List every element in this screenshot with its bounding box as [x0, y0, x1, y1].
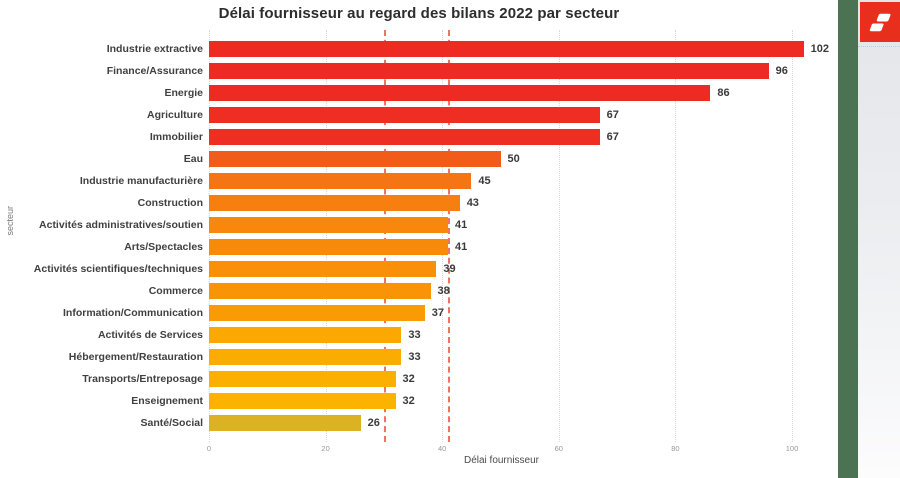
category-label: Immobilier	[149, 131, 203, 143]
bar-row: Arts/Spectacles 41	[0, 236, 838, 258]
bar-row: Industrie extractive 102	[0, 38, 838, 60]
value-label: 43	[466, 197, 479, 209]
side-panel	[858, 0, 900, 478]
bar	[209, 85, 711, 101]
gridline	[675, 30, 677, 442]
bar-row: Transports/Entreposage 32	[0, 368, 838, 390]
bar	[209, 371, 396, 387]
bar	[209, 283, 431, 299]
panel-dotted-divider	[858, 46, 900, 47]
bar-row: Industrie manufacturière 45	[0, 170, 838, 192]
reference-line	[383, 30, 386, 442]
value-label: 41	[455, 219, 468, 231]
bar	[209, 195, 460, 211]
bar	[209, 239, 449, 255]
bar	[209, 305, 425, 321]
value-label: 32	[402, 373, 415, 385]
category-label: Information/Communication	[63, 307, 203, 319]
value-label: 86	[717, 87, 730, 99]
bar-row: Information/Communication 37	[0, 302, 838, 324]
bar-row: Activités de Services 33	[0, 324, 838, 346]
bar-rows: Industrie extractive 102 Finance/Assurance…	[0, 38, 838, 434]
bar-row: Immobilier 67	[0, 126, 838, 148]
category-label: Energie	[164, 87, 203, 99]
bar-row: Eau 50	[0, 148, 838, 170]
value-label: 33	[408, 351, 421, 363]
category-label: Commerce	[148, 285, 203, 297]
value-label: 45	[478, 175, 491, 187]
x-tick-label: 80	[671, 444, 680, 453]
bar	[209, 327, 402, 343]
category-label: Activités scientifiques/techniques	[33, 263, 203, 275]
bar	[209, 217, 449, 233]
gridline	[792, 30, 793, 442]
bar-row: Santé/Social 26	[0, 412, 838, 434]
bar	[209, 349, 402, 365]
category-label: Industrie manufacturière	[79, 175, 203, 187]
plot-area: Délai fournisseur au regard des bilans 2…	[0, 5, 838, 466]
logo-glyph	[869, 13, 890, 31]
bar-row: Activités scientifiques/techniques 39	[0, 258, 838, 280]
side-accent-strip	[838, 0, 858, 478]
bar	[209, 41, 804, 57]
category-label: Activités de Services	[97, 329, 203, 341]
grid-layer	[209, 30, 793, 442]
logo-square	[860, 2, 900, 42]
value-label: 32	[402, 395, 415, 407]
category-label: Hébergement/Restauration	[68, 351, 203, 363]
x-tick-label: 40	[438, 444, 447, 453]
bar	[209, 261, 437, 277]
value-label: 96	[775, 65, 788, 77]
category-label: Activités administratives/soutien	[39, 219, 203, 231]
x-axis-label: Délai fournisseur	[463, 455, 540, 466]
category-label: Transports/Entreposage	[82, 373, 203, 385]
bar	[209, 151, 501, 167]
chart-title: Délai fournisseur au regard des bilans 2…	[218, 5, 620, 22]
value-label: 102	[810, 43, 830, 55]
category-label: Eau	[183, 153, 203, 165]
x-tick-label: 0	[206, 444, 212, 453]
x-tick-label: 100	[785, 444, 799, 453]
category-label: Arts/Spectacles	[124, 241, 203, 253]
value-label: 67	[606, 131, 619, 143]
bar	[209, 129, 600, 145]
value-label: 38	[437, 285, 450, 297]
x-tick-label: 60	[554, 444, 563, 453]
value-label: 50	[507, 153, 520, 165]
gridline	[442, 30, 444, 442]
category-label: Santé/Social	[140, 417, 203, 429]
red-flag-logo-icon	[869, 13, 890, 31]
bar	[209, 415, 361, 431]
value-label: 41	[455, 241, 468, 253]
bar	[209, 107, 600, 123]
gridline	[325, 30, 327, 442]
gridline	[558, 30, 560, 442]
category-label: Finance/Assurance	[106, 65, 203, 77]
category-label: Enseignement	[131, 395, 203, 407]
bar	[209, 173, 472, 189]
gridline	[209, 30, 210, 442]
bar-row: Agriculture 67	[0, 104, 838, 126]
bar-row: Construction 43	[0, 192, 838, 214]
bar-row: Commerce 38	[0, 280, 838, 302]
category-label: Construction	[137, 197, 203, 209]
value-label: 33	[408, 329, 421, 341]
value-label: 67	[606, 109, 619, 121]
bar-row: Finance/Assurance 96	[0, 60, 838, 82]
bar-row: Enseignement 32	[0, 390, 838, 412]
bar-row: Hébergement/Restauration 33	[0, 346, 838, 368]
reference-line	[448, 30, 451, 442]
bar	[209, 393, 396, 409]
x-tick-label: 20	[321, 444, 330, 453]
category-label: Agriculture	[146, 109, 203, 121]
value-label: 39	[443, 263, 456, 275]
bar-row: Activités administratives/soutien 41	[0, 214, 838, 236]
bar-row: Energie 86	[0, 82, 838, 104]
y-axis-label: secteur	[5, 206, 15, 236]
value-label: 37	[431, 307, 444, 319]
category-label: Industrie extractive	[106, 43, 203, 55]
value-label: 26	[367, 417, 380, 429]
bar	[209, 63, 769, 79]
